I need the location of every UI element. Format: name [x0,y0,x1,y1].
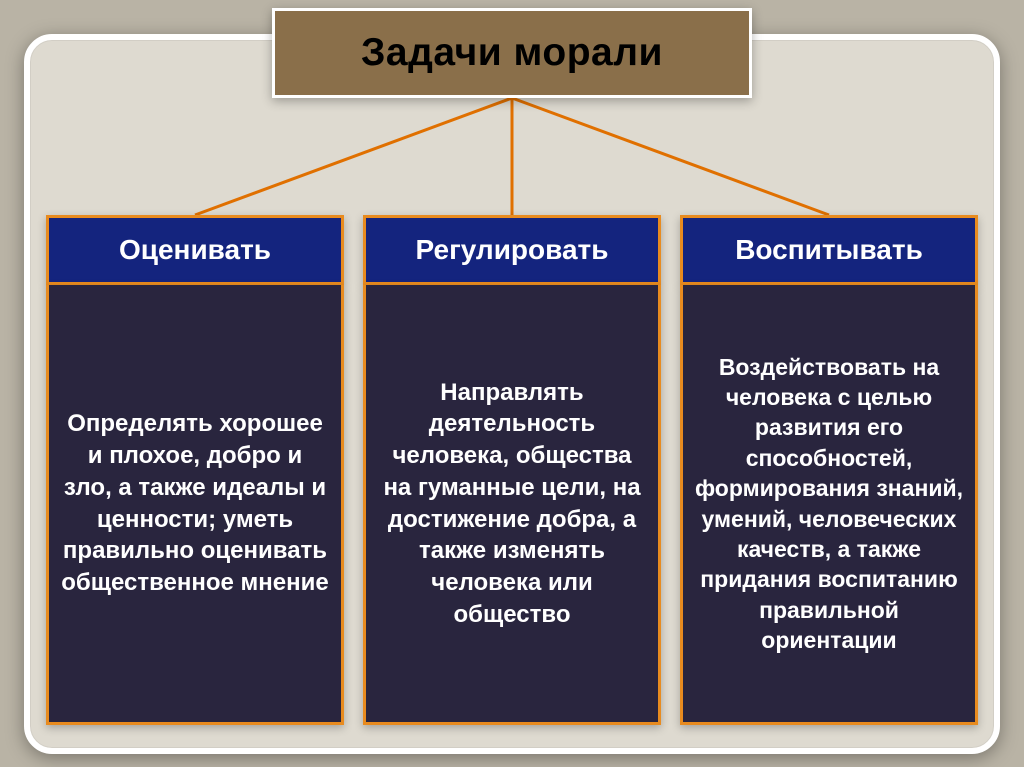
column-body: Воздействовать на человека с целью разви… [680,285,978,725]
column-body: Направлять деятельность человека, общест… [363,285,661,725]
title-box: Задачи морали [272,8,752,98]
columns-row: Оценивать Определять хорошее и плохое, д… [46,215,978,725]
column-body: Определять хорошее и плохое, добро и зло… [46,285,344,725]
column-regulate: Регулировать Направлять деятельность чел… [363,215,661,725]
column-header: Воспитывать [680,215,978,285]
column-header: Регулировать [363,215,661,285]
column-educate: Воспитывать Воздействовать на человека с… [680,215,978,725]
column-header: Оценивать [46,215,344,285]
column-evaluate: Оценивать Определять хорошее и плохое, д… [46,215,344,725]
title-text: Задачи морали [361,31,663,75]
